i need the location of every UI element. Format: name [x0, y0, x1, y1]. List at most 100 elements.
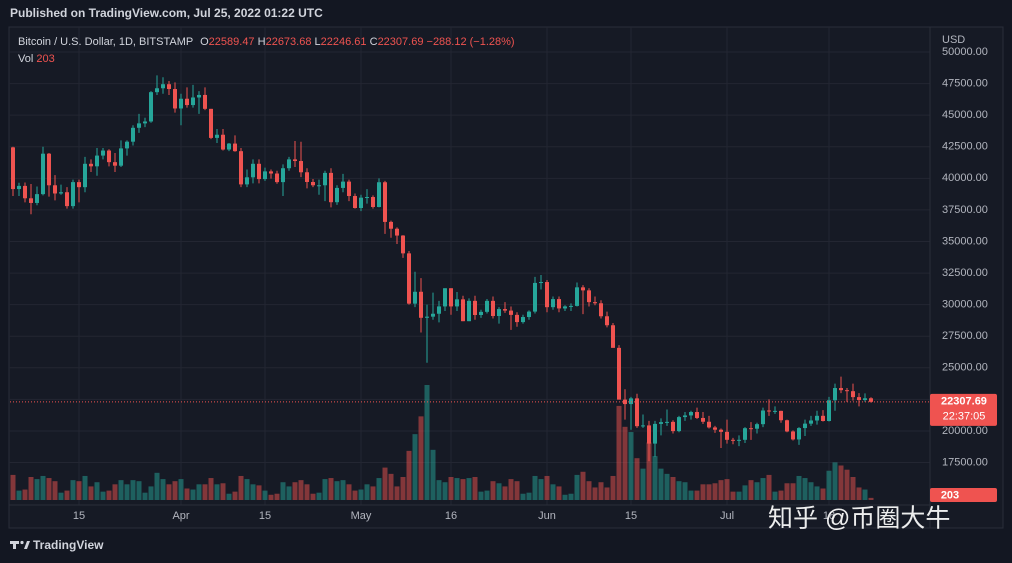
candle-body: [533, 282, 537, 312]
volume-bar: [754, 482, 760, 500]
candle-body: [737, 439, 741, 441]
volume-bar: [442, 482, 448, 500]
volume-bar: [64, 490, 70, 500]
volume-bar: [232, 491, 238, 500]
volume-bar: [148, 486, 154, 500]
candle-body: [779, 410, 783, 421]
volume-bar: [832, 462, 838, 500]
volume-bar: [820, 488, 826, 500]
candle-body: [275, 173, 279, 183]
low-label: L: [315, 36, 321, 48]
volume-bar: [718, 480, 724, 500]
x-tick-label: 15: [625, 510, 637, 522]
candle-body: [659, 422, 663, 424]
volume-tag: [930, 488, 997, 502]
volume-bar: [520, 493, 526, 500]
candle-body: [347, 181, 351, 197]
candle-body: [365, 197, 369, 199]
candle-body: [725, 431, 729, 440]
volume-bar: [610, 475, 616, 500]
candle-body: [485, 300, 489, 312]
candle-body: [293, 159, 297, 162]
volume-bar: [154, 472, 160, 500]
candle-body: [233, 143, 237, 152]
candle-body: [77, 182, 81, 188]
volume-bar: [790, 483, 796, 500]
candle-body: [377, 182, 381, 208]
volume-bar: [448, 477, 454, 500]
volume-bar: [364, 484, 370, 500]
candle-body: [83, 163, 87, 188]
chart-frame: [8, 26, 1004, 529]
x-tick-label: May: [351, 510, 372, 522]
candle-body: [773, 410, 777, 412]
candle-body: [671, 421, 675, 432]
candle-body: [167, 84, 171, 90]
candle-body: [731, 439, 735, 441]
volume-bar: [724, 479, 730, 500]
volume-bar: [640, 468, 646, 500]
y-tick-label: 50000.00: [942, 46, 988, 58]
x-tick-label: 15: [73, 510, 85, 522]
candle-body: [587, 290, 591, 303]
candle-body: [479, 311, 483, 316]
candle-body: [803, 423, 807, 429]
candle-body: [557, 299, 561, 309]
candle-body: [11, 147, 15, 190]
volume-bar: [730, 491, 736, 500]
volume-bar: [826, 470, 832, 500]
candle-body: [323, 172, 327, 186]
candle-body: [389, 221, 393, 229]
candle-body: [551, 299, 555, 308]
candle-body: [245, 177, 249, 185]
volume-bar: [682, 482, 688, 500]
y-tick-label: 25000.00: [942, 362, 988, 374]
candle-body: [455, 299, 459, 307]
candle-body: [161, 84, 165, 89]
candle-body: [305, 172, 309, 182]
candle-body: [683, 415, 687, 418]
candle-body: [395, 228, 399, 236]
candle-body: [839, 388, 843, 391]
volume-bar: [676, 481, 682, 500]
volume-bar: [58, 492, 64, 500]
candle-body: [713, 427, 717, 430]
candle-body: [89, 163, 93, 167]
volume-bar: [778, 490, 784, 500]
volume-bar: [664, 473, 670, 500]
volume-bar: [460, 479, 466, 500]
candle-body: [35, 194, 39, 203]
volume-bar: [646, 442, 652, 500]
candle-body: [797, 428, 801, 440]
candle-body: [701, 417, 705, 422]
volume-bar: [616, 405, 622, 500]
candle-body: [191, 97, 195, 106]
currency: USD: [942, 34, 965, 46]
volume-bar: [136, 481, 142, 500]
volume-bar: [436, 480, 442, 500]
candle-body: [17, 185, 21, 190]
volume-bar: [808, 482, 814, 500]
candle-body: [695, 412, 699, 418]
volume-bar: [634, 458, 640, 500]
candle-body: [641, 425, 645, 427]
candle-body: [437, 306, 441, 314]
candle-body: [65, 192, 69, 207]
candle-body: [707, 421, 711, 428]
candle-body: [353, 196, 357, 209]
footer-logo: [10, 540, 30, 549]
candle-body: [335, 187, 339, 203]
volume-bar: [472, 477, 478, 500]
candle-body: [863, 398, 867, 401]
candle-body: [71, 182, 75, 207]
candle-body: [827, 400, 831, 421]
volume-bar: [412, 434, 418, 500]
candle-body: [857, 397, 861, 401]
volume-bar: [712, 483, 718, 500]
volume-bar: [226, 493, 232, 500]
brand: TradingView: [33, 538, 104, 552]
candle-body: [629, 398, 633, 405]
axes: 17500.0020000.0022500.0025000.0027500.00…: [10, 46, 997, 522]
volume-bar: [652, 456, 658, 500]
volume-bar: [10, 474, 16, 500]
